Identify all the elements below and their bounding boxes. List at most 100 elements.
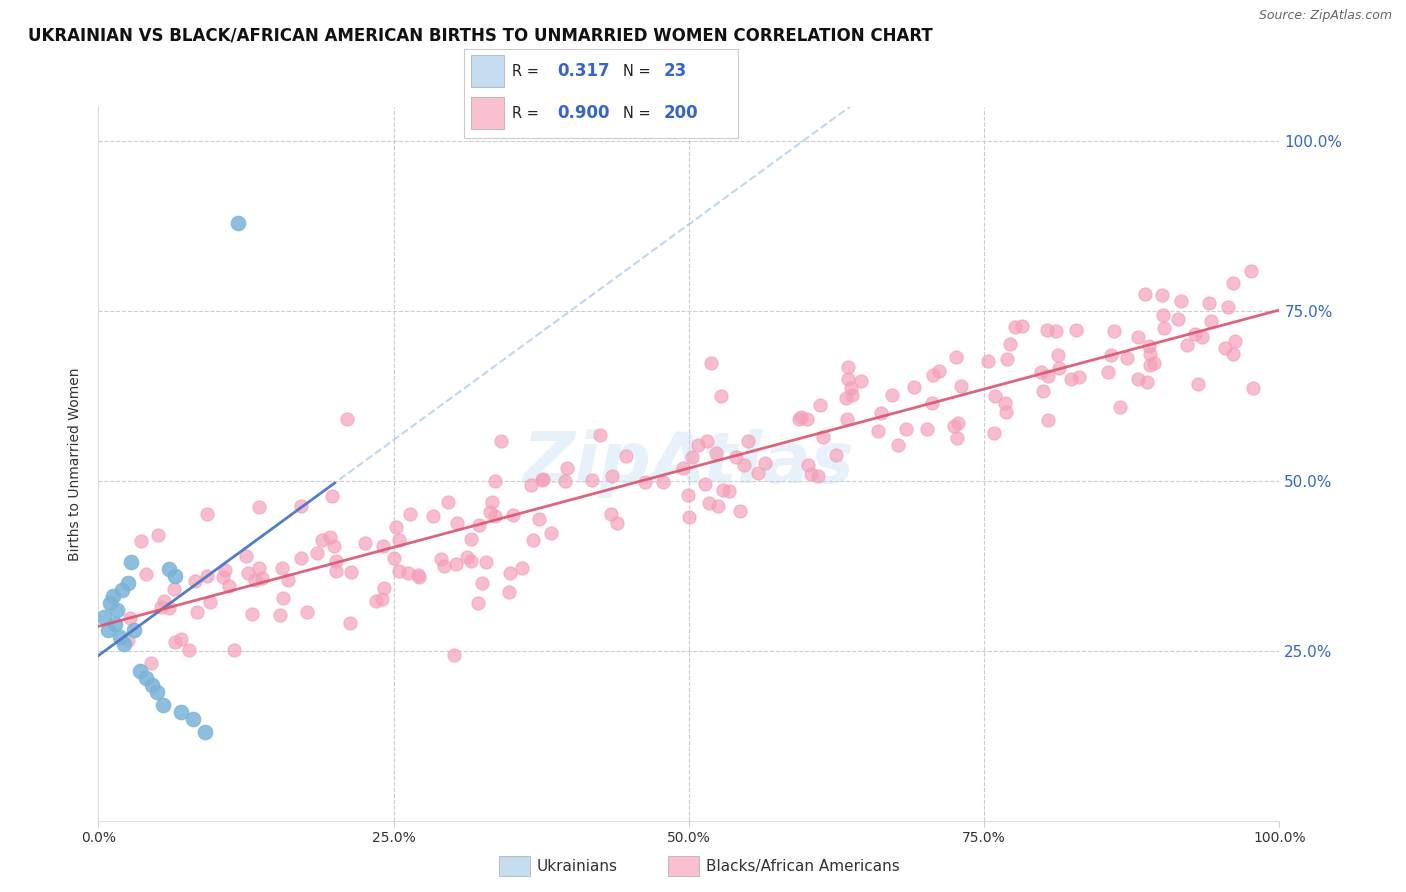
- Point: [1116, 351, 1139, 365]
- Point: [98, 596, 121, 610]
- Point: [983, 426, 1005, 441]
- Point: [456, 549, 478, 564]
- Point: [1036, 413, 1059, 427]
- Point: [247, 561, 270, 575]
- Point: [555, 461, 578, 475]
- Point: [711, 483, 734, 497]
- Point: [235, 549, 257, 564]
- Point: [693, 477, 716, 491]
- Point: [1097, 365, 1119, 379]
- Point: [825, 448, 848, 462]
- Point: [444, 558, 467, 572]
- Point: [141, 678, 163, 692]
- Point: [222, 643, 245, 657]
- Point: [733, 458, 755, 472]
- Point: [339, 565, 361, 579]
- Bar: [471, 55, 503, 87]
- Point: [1199, 314, 1222, 328]
- Point: [430, 551, 453, 566]
- Point: [849, 374, 872, 388]
- Point: [1139, 347, 1161, 361]
- Point: [995, 352, 1018, 367]
- Point: [945, 351, 967, 365]
- Point: [484, 474, 506, 488]
- Point: [322, 539, 344, 553]
- Point: [408, 570, 430, 584]
- Text: ZipAtlas: ZipAtlas: [523, 429, 855, 499]
- Point: [135, 671, 157, 685]
- Point: [1218, 300, 1240, 314]
- Point: [277, 573, 299, 587]
- Point: [290, 499, 312, 513]
- Point: [1240, 264, 1263, 278]
- Point: [1170, 293, 1192, 308]
- Text: R =: R =: [512, 106, 544, 120]
- Point: [373, 539, 395, 553]
- Point: [894, 422, 917, 436]
- Point: [311, 533, 333, 548]
- Point: [696, 434, 718, 448]
- Point: [475, 555, 498, 569]
- Point: [108, 630, 131, 644]
- Point: [522, 533, 544, 548]
- Bar: [471, 97, 503, 129]
- Point: [153, 594, 176, 608]
- Point: [1109, 401, 1132, 415]
- Point: [1104, 324, 1126, 338]
- Point: [1175, 338, 1198, 352]
- Point: [1032, 384, 1054, 399]
- Point: [460, 554, 482, 568]
- Point: [787, 411, 810, 425]
- Point: [181, 712, 204, 726]
- Point: [921, 395, 943, 409]
- Point: [226, 216, 249, 230]
- Point: [1004, 320, 1026, 334]
- Point: [399, 507, 422, 521]
- Point: [998, 337, 1021, 351]
- Point: [1222, 276, 1244, 290]
- Point: [214, 564, 236, 578]
- Point: [880, 388, 903, 402]
- Text: 200: 200: [664, 104, 699, 122]
- Text: Source: ZipAtlas.com: Source: ZipAtlas.com: [1258, 9, 1392, 22]
- Point: [152, 698, 174, 712]
- Point: [1191, 330, 1213, 344]
- Point: [118, 610, 141, 624]
- Point: [1047, 360, 1070, 375]
- Point: [1099, 348, 1122, 362]
- Point: [443, 648, 465, 663]
- Point: [1137, 339, 1160, 353]
- Point: [307, 546, 329, 560]
- Point: [808, 398, 831, 412]
- Point: [165, 569, 187, 583]
- Point: [922, 368, 945, 383]
- Point: [678, 510, 700, 524]
- Point: [433, 558, 456, 573]
- Point: [747, 466, 769, 480]
- Point: [942, 418, 965, 433]
- Text: Ukrainians: Ukrainians: [537, 859, 619, 873]
- Point: [165, 634, 187, 648]
- Point: [652, 475, 675, 489]
- Point: [382, 551, 405, 566]
- Point: [1047, 348, 1070, 362]
- Point: [581, 473, 603, 487]
- Point: [554, 474, 576, 488]
- Point: [406, 568, 429, 582]
- Point: [484, 509, 506, 524]
- Point: [422, 508, 444, 523]
- Point: [807, 468, 830, 483]
- Point: [146, 528, 169, 542]
- Point: [236, 566, 259, 580]
- Point: [672, 461, 695, 475]
- Point: [1150, 288, 1173, 302]
- Point: [841, 387, 863, 401]
- Point: [135, 567, 157, 582]
- Point: [194, 725, 217, 739]
- Point: [531, 472, 554, 486]
- Point: [1067, 369, 1090, 384]
- Point: [446, 516, 468, 530]
- Point: [697, 496, 720, 510]
- Point: [837, 359, 859, 374]
- Point: [1011, 319, 1033, 334]
